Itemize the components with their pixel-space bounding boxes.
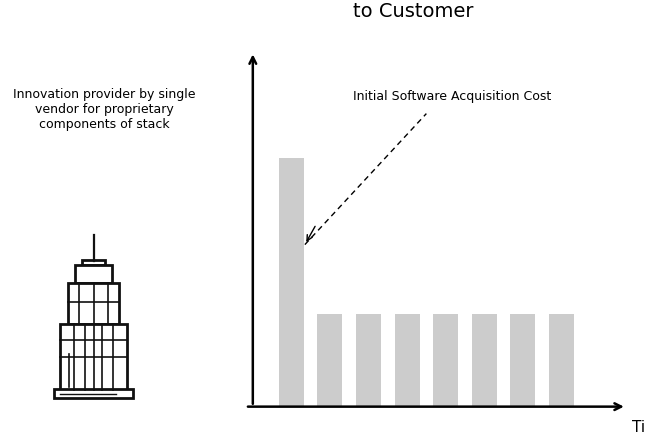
Bar <box>471 313 497 407</box>
Bar <box>317 313 342 407</box>
Bar <box>395 313 420 407</box>
Text: Maintenance Cost
to Customer: Maintenance Cost to Customer <box>326 0 501 20</box>
Bar <box>510 313 535 407</box>
Text: Initial Software Acquisition Cost: Initial Software Acquisition Cost <box>353 90 551 103</box>
Bar <box>61 324 126 390</box>
Bar <box>433 313 458 407</box>
Text: Innovation provider by single
vendor for proprietary
components of stack: Innovation provider by single vendor for… <box>13 88 195 131</box>
Bar <box>68 283 119 324</box>
Text: Time: Time <box>632 420 645 435</box>
Bar <box>54 389 134 398</box>
Bar <box>279 158 304 407</box>
Bar <box>83 259 104 265</box>
Bar <box>356 313 381 407</box>
Bar <box>549 313 574 407</box>
Bar <box>75 265 112 283</box>
